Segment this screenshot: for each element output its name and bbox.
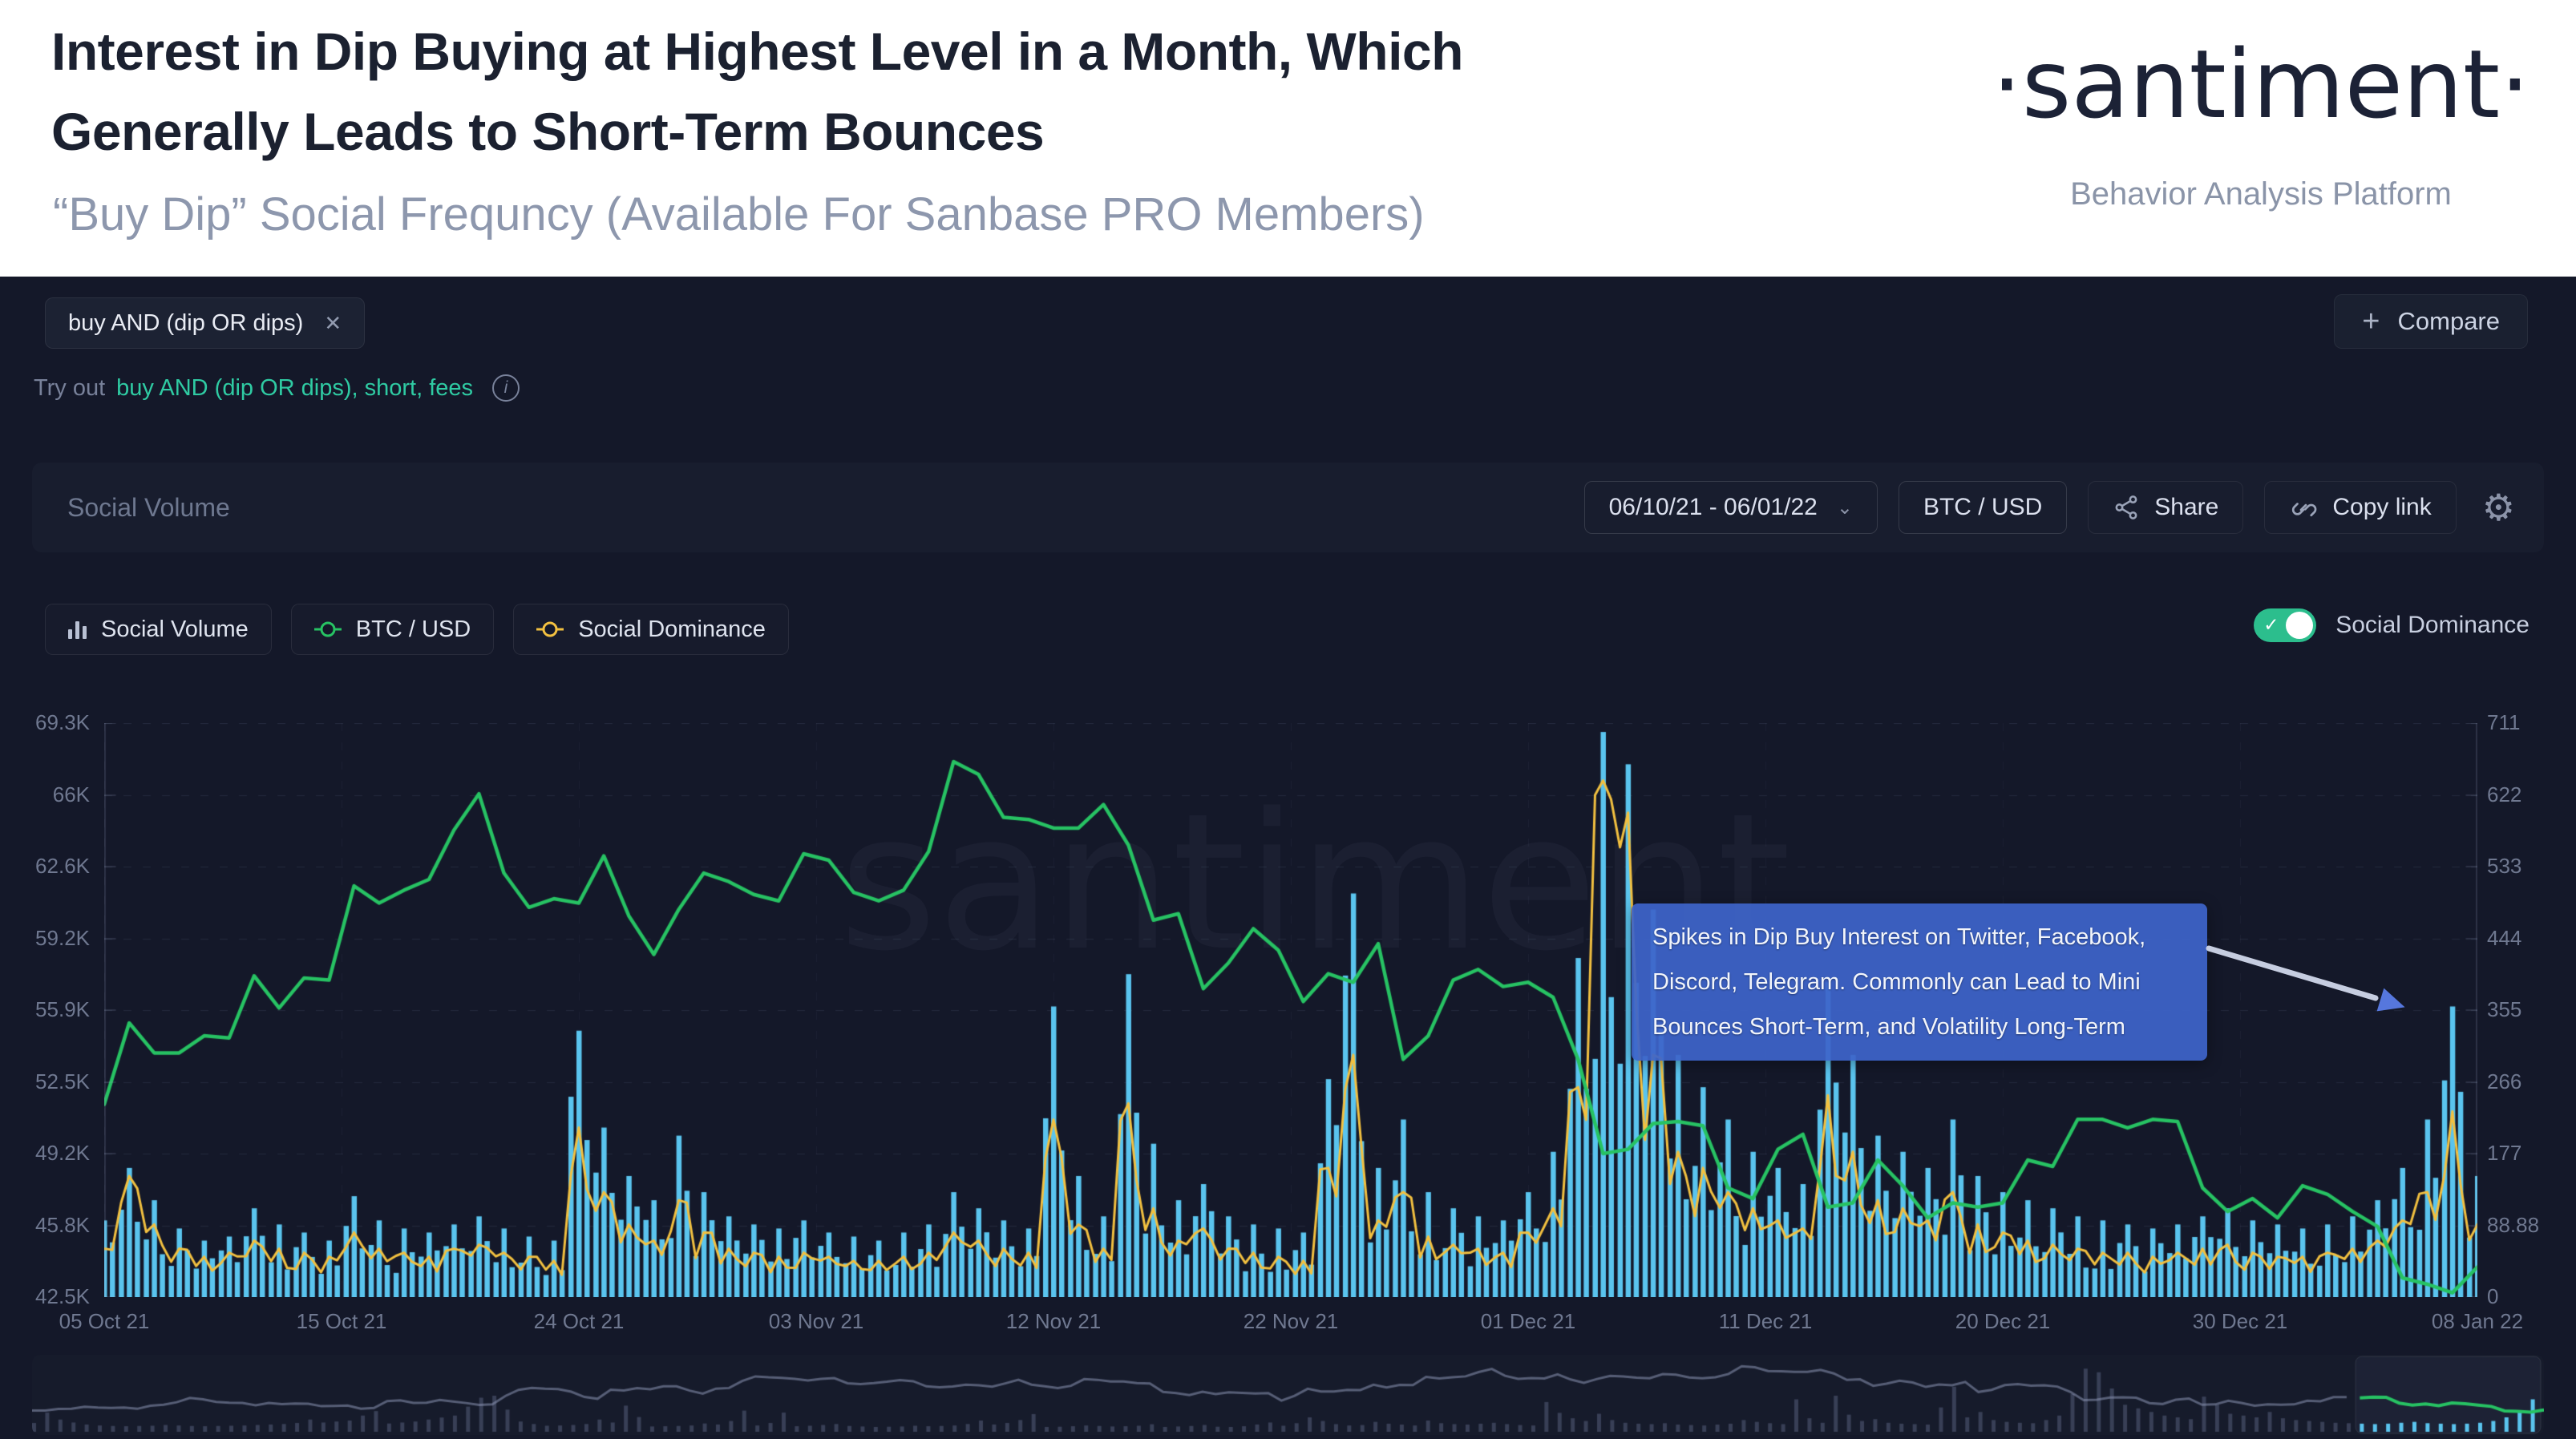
left-axis-tick: 49.2K: [35, 1141, 90, 1165]
share-button[interactable]: Share: [2088, 481, 2244, 534]
legend-row: Social Volume BTC / USD Social Dominance: [45, 604, 789, 655]
x-axis-tick: 05 Oct 21: [59, 1309, 150, 1333]
toggle-label: Social Dominance: [2335, 612, 2529, 638]
suggested-queries-link[interactable]: buy AND (dip OR dips), short, fees: [116, 374, 474, 401]
legend-label: Social Dominance: [578, 616, 766, 642]
app-area: buy AND (dip OR dips) ✕ + Compare Try ou…: [0, 277, 2576, 1439]
suggestions-row: Try out buy AND (dip OR dips), short, fe…: [34, 374, 520, 402]
right-axis-tick: 0: [2487, 1284, 2499, 1308]
x-axis-tick: 01 Dec 21: [1480, 1309, 1576, 1333]
left-axis-tick: 62.6K: [35, 854, 90, 878]
tryout-prefix: Try out: [34, 374, 106, 401]
compare-button[interactable]: + Compare: [2334, 294, 2528, 349]
left-axis-tick: 52.5K: [35, 1069, 90, 1093]
annotation-line: Bounces Short-Term, and Volatility Long-…: [1652, 1014, 2125, 1040]
date-range-value: 06/10/21 - 06/01/22: [1608, 494, 1818, 520]
date-range-picker[interactable]: 06/10/21 - 06/01/22 ⌄: [1583, 481, 1878, 534]
x-axis-tick: 08 Jan 22: [2431, 1309, 2524, 1333]
chart-toolbar: Social Volume 06/10/21 - 06/01/22 ⌄ BTC …: [32, 463, 2544, 552]
preview-canvas[interactable]: [32, 1355, 2544, 1435]
right-axis-tick: 622: [2487, 782, 2522, 806]
annotation-line: Discord, Telegram. Commonly can Lead to …: [1652, 969, 2141, 995]
copy-link-label: Copy link: [2332, 494, 2432, 520]
left-axis-tick: 45.8K: [35, 1212, 90, 1237]
plus-icon: +: [2362, 304, 2380, 338]
social-dominance-toggle[interactable]: ✓: [2254, 608, 2317, 642]
page-title-line2: Generally Leads to Short-Term Bounces: [51, 102, 1045, 161]
annotation-box: Spikes in Dip Buy Interest on Twitter, F…: [1632, 903, 2207, 1061]
toggle-knob: [2286, 612, 2314, 639]
query-chip-label: buy AND (dip OR dips): [68, 309, 304, 336]
close-icon[interactable]: ✕: [324, 310, 342, 335]
page-subtitle: “Buy Dip” Social Frequncy (Available For…: [53, 188, 1425, 241]
right-axis-tick: 711: [2487, 710, 2521, 734]
right-axis-tick: 266: [2487, 1069, 2522, 1093]
x-axis-tick: 03 Nov 21: [768, 1309, 864, 1333]
gear-icon[interactable]: ⚙: [2481, 486, 2515, 529]
legend-chip-btc-usd[interactable]: BTC / USD: [290, 604, 495, 655]
x-axis-tick: 20 Dec 21: [1955, 1309, 2051, 1333]
metric-title: Social Volume: [67, 492, 230, 522]
x-axis-tick: 22 Nov 21: [1243, 1309, 1339, 1333]
query-chip[interactable]: buy AND (dip OR dips) ✕: [45, 297, 366, 349]
legend-label: BTC / USD: [355, 616, 471, 642]
x-axis-tick: 24 Oct 21: [533, 1309, 625, 1333]
page-title-line1: Interest in Dip Buying at Highest Level …: [51, 22, 1463, 81]
share-icon: [2115, 495, 2137, 519]
santiment-logo: ·santiment·: [1992, 29, 2530, 139]
annotation-line: Spikes in Dip Buy Interest on Twitter, F…: [1652, 924, 2146, 950]
right-axis-tick: 355: [2487, 997, 2522, 1021]
check-icon: ✓: [2263, 614, 2279, 635]
legend-label: Social Volume: [101, 616, 249, 642]
left-axis-tick: 66K: [52, 782, 90, 806]
page-header: Interest in Dip Buying at Highest Level …: [0, 0, 2576, 277]
line-marker-icon-green: [313, 621, 342, 637]
x-axis-tick: 12 Nov 21: [1005, 1309, 1102, 1333]
logo-tagline: Behavior Analysis Platform: [2070, 176, 2452, 212]
right-axis-tick: 533: [2487, 854, 2522, 878]
chart-preview-strip[interactable]: [32, 1355, 2544, 1435]
left-axis-tick: 69.3K: [35, 710, 90, 734]
page-title: Interest in Dip Buying at Highest Level …: [51, 11, 1463, 172]
legend-chip-social-dominance[interactable]: Social Dominance: [513, 604, 789, 655]
left-axis-tick: 59.2K: [35, 925, 90, 950]
copy-link-button[interactable]: Copy link: [2264, 481, 2457, 534]
share-button-label: Share: [2154, 494, 2219, 520]
legend-chip-social-volume[interactable]: Social Volume: [45, 604, 272, 655]
chevron-down-icon: ⌄: [1836, 496, 1853, 519]
social-dominance-toggle-group: ✓ Social Dominance: [2254, 608, 2529, 642]
asset-pair-label: BTC / USD: [1923, 494, 2043, 520]
link-icon: [2292, 503, 2317, 517]
right-axis-tick: 444: [2487, 925, 2522, 950]
asset-pair-button[interactable]: BTC / USD: [1898, 481, 2068, 534]
bar-chart-icon: [68, 620, 87, 639]
left-axis-tick: 42.5K: [35, 1284, 90, 1308]
right-axis-tick: 177: [2487, 1141, 2522, 1165]
left-axis-tick: 55.9K: [35, 997, 90, 1021]
x-axis-tick: 30 Dec 21: [2192, 1309, 2288, 1333]
info-icon[interactable]: i: [492, 374, 520, 402]
right-axis-tick: 88.88: [2487, 1212, 2540, 1237]
line-marker-icon-yellow: [536, 621, 564, 637]
compare-button-label: Compare: [2397, 307, 2501, 335]
x-axis-tick: 11 Dec 21: [1718, 1309, 1813, 1333]
x-axis-tick: 15 Oct 21: [296, 1309, 387, 1333]
